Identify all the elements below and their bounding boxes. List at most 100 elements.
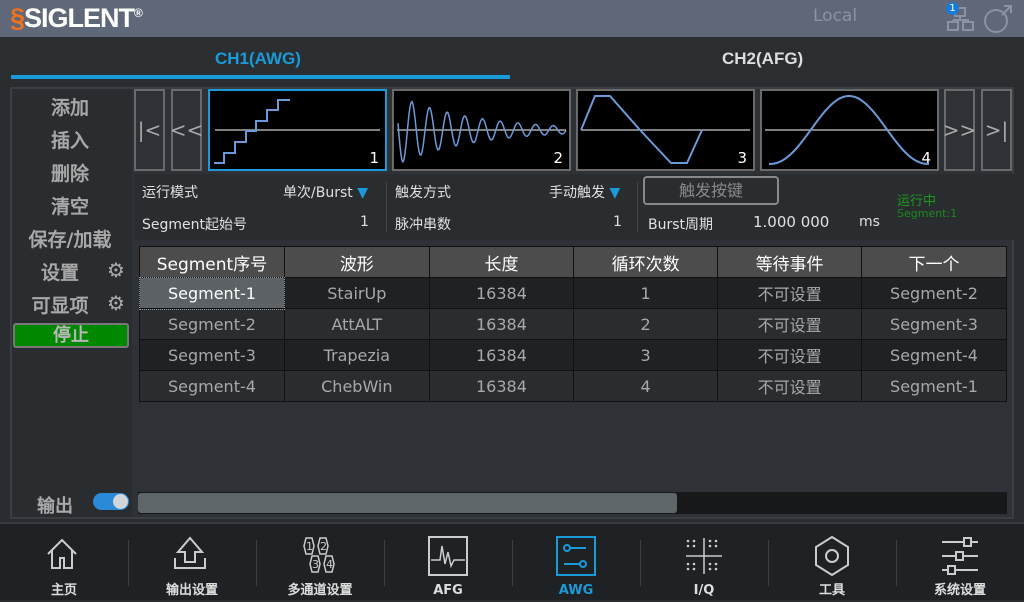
header-bar: §SIGLENT® Local 1 xyxy=(0,0,1024,37)
table-cell[interactable]: 4 xyxy=(573,370,719,402)
nav-divider xyxy=(256,540,257,586)
table-cell[interactable]: Segment-2 xyxy=(139,308,285,340)
table-cell[interactable]: AttALT xyxy=(283,308,430,340)
column-header: 下一个 xyxy=(861,246,1007,278)
table-cell[interactable]: 不可设置 xyxy=(717,277,863,309)
network-icon[interactable]: 1 xyxy=(946,2,976,34)
nav-home[interactable]: 主页 xyxy=(0,524,128,602)
trigger-button[interactable]: 触发按键 xyxy=(643,176,779,205)
settings-button[interactable]: 设置 xyxy=(40,262,79,284)
tab-ch1[interactable]: CH1(AWG) xyxy=(215,49,301,68)
table-row[interactable]: Segment-1 StairUp 16384 1 不可设置 Segment-2 xyxy=(138,276,1007,310)
next-button[interactable]: >> xyxy=(943,89,976,171)
nav-divider xyxy=(640,540,641,586)
waveform-thumbnail-1[interactable]: 1 xyxy=(208,89,387,171)
table-cell[interactable]: Segment-3 xyxy=(139,339,285,371)
table-row[interactable]: Segment-4 ChebWin 16384 4 不可设置 Segment-1 xyxy=(139,370,1007,402)
table-cell[interactable]: 3 xyxy=(573,339,719,371)
table-cell[interactable]: Segment-3 xyxy=(861,308,1007,340)
insert-button[interactable]: 插入 xyxy=(50,130,89,152)
sidebar xyxy=(12,89,132,517)
nav-label: 输出设置 xyxy=(165,583,218,598)
column-header: Segment序号 xyxy=(139,246,285,278)
nav-label: 工具 xyxy=(818,583,845,598)
gear-icon[interactable]: ⚙ xyxy=(107,291,125,315)
awg-icon xyxy=(556,536,596,576)
nav-iq[interactable]: I/Q xyxy=(640,524,768,602)
table-row[interactable]: Segment-3 Trapezia 16384 3 不可设置 Segment-4 xyxy=(139,339,1007,371)
nav-multichannel[interactable]: 1 2 3 4 多通道设置 xyxy=(256,524,384,602)
nav-label: AWG xyxy=(558,583,594,598)
nav-settings[interactable]: 系统设置 xyxy=(896,524,1024,602)
nav-label: 系统设置 xyxy=(933,583,986,598)
table-cell[interactable]: 16384 xyxy=(428,277,575,309)
visible-items-button[interactable]: 可显项 xyxy=(31,295,89,317)
segment-table: Segment序号 波形 长度 循环次数 等待事件 下一个 Segment-1 StairU… xyxy=(138,246,1007,402)
table-cell[interactable]: 16384 xyxy=(428,339,575,371)
column-header: 循环次数 xyxy=(573,246,719,278)
table-cell[interactable]: 不可设置 xyxy=(717,370,863,402)
table-cell[interactable]: 不可设置 xyxy=(717,339,863,371)
iq-icon xyxy=(686,538,722,574)
nav-output[interactable]: 输出设置 xyxy=(128,524,256,602)
pulse-count-label: 脉冲串数 xyxy=(395,217,451,233)
stop-button[interactable]: 停止 xyxy=(13,323,129,348)
settings-icon xyxy=(942,537,978,575)
add-button[interactable]: 添加 xyxy=(50,97,89,119)
tab-ch1-underline xyxy=(11,75,510,79)
waveform-thumbnail-3[interactable]: 3 xyxy=(576,89,755,171)
pulse-count-value[interactable]: 1 xyxy=(613,214,622,230)
waveform-thumbnail-2[interactable]: 2 xyxy=(392,89,571,171)
last-button[interactable]: >| xyxy=(981,89,1012,171)
nav-label: 多通道设置 xyxy=(287,583,353,598)
table-cell[interactable]: Segment-4 xyxy=(139,370,285,402)
nav-afg[interactable]: AFG xyxy=(384,524,512,602)
nav-divider xyxy=(768,540,769,586)
run-mode-select[interactable]: 单次/Burst ▼ xyxy=(283,185,368,201)
table-cell[interactable]: Segment-2 xyxy=(861,277,1007,309)
table-cell[interactable]: Trapezia xyxy=(283,339,430,371)
table-cell[interactable]: 不可设置 xyxy=(717,308,863,340)
trigger-mode-label: 触发方式 xyxy=(395,185,451,201)
tab-ch2[interactable]: CH2(AFG) xyxy=(722,49,804,68)
run-mode-label: 运行模式 xyxy=(142,185,198,201)
table-cell[interactable]: 1 xyxy=(573,277,719,309)
table-cell[interactable]: 16384 xyxy=(428,308,575,340)
svg-text:3: 3 xyxy=(312,558,319,571)
trigger-mode-select[interactable]: 手动触发 ▼ xyxy=(549,185,621,201)
dropdown-arrow-icon: ▼ xyxy=(357,185,368,201)
nav-label: 主页 xyxy=(50,583,77,598)
horizontal-scrollbar[interactable] xyxy=(138,492,1007,514)
nav-tools[interactable]: 工具 xyxy=(768,524,896,602)
start-segment-value[interactable]: 1 xyxy=(360,214,369,230)
prev-button[interactable]: << xyxy=(170,89,203,171)
table-cell[interactable]: Segment-1 xyxy=(861,370,1007,402)
table-cell[interactable]: 2 xyxy=(573,308,719,340)
table-cell[interactable]: 16384 xyxy=(428,370,575,402)
afg-icon xyxy=(428,536,468,576)
column-header: 等待事件 xyxy=(717,246,863,278)
gear-icon[interactable]: ⚙ xyxy=(107,258,125,282)
delete-button[interactable]: 删除 xyxy=(50,163,89,185)
output-label: 输出 xyxy=(37,496,73,517)
tools-icon xyxy=(815,536,849,576)
waveform-thumbnail-4[interactable]: 4 xyxy=(760,89,939,171)
usb-device-icon[interactable] xyxy=(982,4,1014,38)
scrollbar-thumb[interactable] xyxy=(138,493,677,513)
table-row[interactable]: Segment-2 AttALT 16384 2 不可设置 Segment-3 xyxy=(139,308,1007,340)
nav-label: AFG xyxy=(433,583,463,598)
table-cell[interactable]: Segment-4 xyxy=(861,339,1007,371)
table-cell[interactable]: ChebWin xyxy=(283,370,430,402)
first-button[interactable]: |< xyxy=(134,89,165,171)
output-toggle[interactable] xyxy=(93,493,129,510)
clear-button[interactable]: 清空 xyxy=(50,196,89,218)
table-cell[interactable]: Segment-1 xyxy=(138,276,286,310)
output-icon xyxy=(174,536,206,569)
svg-text:2: 2 xyxy=(320,540,327,553)
save-load-button[interactable]: 保存/加载 xyxy=(28,229,112,251)
burst-period-value[interactable]: 1.000 000 xyxy=(753,213,830,231)
table-cell[interactable]: StairUp xyxy=(283,277,430,309)
nav-awg[interactable]: AWG xyxy=(512,524,640,602)
bottom-nav: 主页 输出设置 1 2 3 4 多通道设置 AFG AWG I/Q 工具 系统设置 xyxy=(0,522,1024,600)
nav-divider xyxy=(384,540,385,586)
